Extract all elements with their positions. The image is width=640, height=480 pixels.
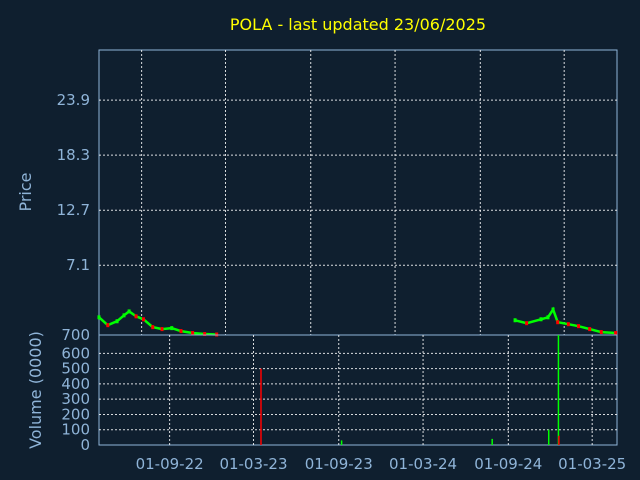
volume-axis-label: Volume (0000) bbox=[26, 331, 45, 449]
price-candle bbox=[134, 314, 138, 319]
x-tick-label: 01-03-24 bbox=[389, 455, 457, 473]
x-tick-label: 01-03-25 bbox=[558, 455, 626, 473]
price-line-up bbox=[98, 306, 616, 336]
price-candle bbox=[127, 309, 131, 314]
volume-bar bbox=[558, 435, 560, 445]
volume-tick-label: 300 bbox=[61, 390, 90, 408]
price-candle bbox=[203, 332, 207, 337]
x-tick-label: 01-03-23 bbox=[219, 455, 287, 473]
price-candle bbox=[546, 315, 550, 320]
price-panel: 700 7.1 12.7 18.3 23.9 bbox=[57, 49, 618, 344]
price-candle bbox=[525, 321, 529, 326]
x-tick-label: 01-09-24 bbox=[474, 455, 542, 473]
price-tick-label: 12.7 bbox=[57, 201, 90, 219]
price-candle bbox=[170, 326, 174, 331]
price-axis-label: Price bbox=[16, 172, 35, 211]
x-axis: 01-09-22 01-03-23 01-09-23 01-03-24 01-09-24… bbox=[136, 455, 627, 473]
volume-tick-label: 400 bbox=[61, 375, 90, 393]
volume-bar bbox=[557, 335, 560, 445]
volume-bar bbox=[547, 429, 550, 445]
price-candle bbox=[588, 327, 592, 332]
price-tick-label: 7.1 bbox=[66, 256, 90, 274]
chart-title: POLA - last updated 23/06/2025 bbox=[230, 15, 486, 34]
price-tick-label: 18.3 bbox=[57, 146, 90, 164]
price-candle bbox=[556, 320, 560, 325]
price-tick-label: 23.9 bbox=[57, 91, 90, 109]
price-candle bbox=[513, 318, 517, 323]
price-candle bbox=[577, 324, 581, 329]
price-candle bbox=[160, 327, 164, 332]
price-tick-label: 700 bbox=[61, 326, 90, 344]
price-candle bbox=[141, 317, 145, 322]
volume-tick-label: 200 bbox=[61, 405, 90, 423]
volume-tick-label: 100 bbox=[61, 421, 90, 439]
price-candle bbox=[614, 331, 618, 336]
volume-tick-label: 600 bbox=[61, 344, 90, 362]
price-candle bbox=[151, 325, 155, 330]
price-candle bbox=[122, 313, 126, 318]
price-candle bbox=[191, 331, 195, 336]
price-candle bbox=[106, 323, 110, 328]
price-candle bbox=[179, 329, 183, 334]
price-candle bbox=[551, 307, 555, 312]
volume-plot-frame bbox=[98, 334, 618, 446]
x-tick-label: 01-09-22 bbox=[136, 455, 204, 473]
price-candle bbox=[115, 319, 119, 324]
x-tick-label: 01-09-23 bbox=[305, 455, 373, 473]
price-candle bbox=[97, 315, 101, 320]
price-candle bbox=[539, 317, 543, 322]
volume-bar bbox=[260, 368, 262, 445]
price-candle bbox=[599, 330, 603, 335]
price-candle bbox=[566, 322, 570, 327]
volume-bar bbox=[340, 440, 343, 445]
volume-tick-label: 500 bbox=[61, 360, 90, 378]
price-plot-frame bbox=[98, 49, 618, 336]
volume-bar bbox=[491, 438, 493, 445]
volume-tick-label: 0 bbox=[80, 436, 90, 454]
